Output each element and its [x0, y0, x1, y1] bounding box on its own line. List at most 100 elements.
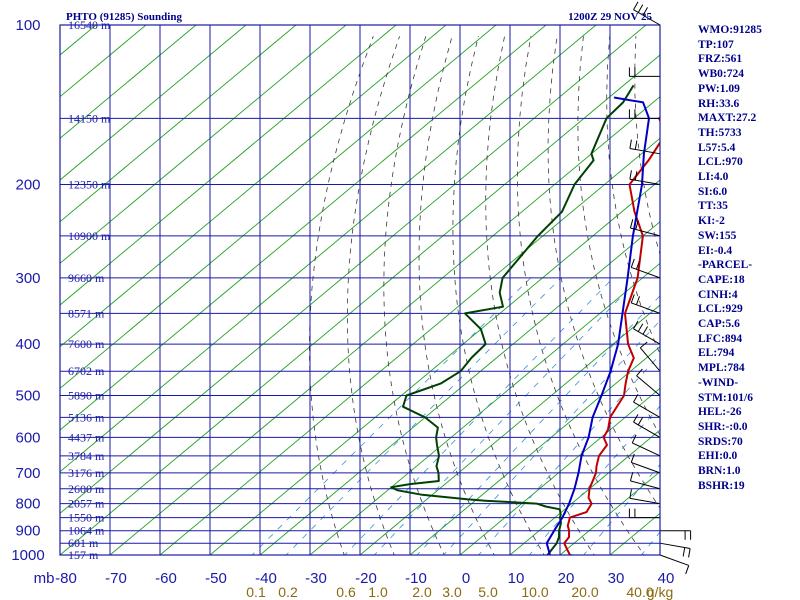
- dry-adiabat: [347, 36, 400, 555]
- index-item: FRZ:561: [698, 53, 743, 66]
- temperature-tick-label: 20: [558, 570, 575, 587]
- wind-barb: [631, 461, 661, 474]
- wind-barb: [633, 421, 661, 438]
- mixing-ratio-label: 5.0: [478, 584, 498, 600]
- temperature-tick-label: 10: [508, 570, 525, 587]
- station-title: PHTO (91285) Sounding: [66, 11, 182, 23]
- temperature-tick-label: 30: [608, 570, 625, 587]
- height-label: 5890 m: [68, 388, 105, 402]
- index-item: HEL:-26: [698, 406, 742, 419]
- wind-barb-flag: [631, 434, 637, 444]
- series-line-1: [390, 84, 635, 555]
- index-item: BRN:1.0: [698, 465, 741, 478]
- index-item: SI:6.0: [698, 185, 728, 198]
- isotherm-line: [60, 25, 447, 348]
- wind-barb-flag: [630, 258, 635, 268]
- chart-series: [390, 84, 660, 555]
- index-item: -PARCEL-: [698, 259, 753, 272]
- dry-adiabat: [485, 36, 595, 555]
- pressure-tick-label: 900: [15, 523, 40, 540]
- isotherm-line: [60, 25, 547, 431]
- wind-barb-flag: [682, 547, 686, 557]
- height-label: 12350 m: [68, 178, 111, 192]
- temperature-tick-label: -10: [405, 570, 427, 587]
- wind-barb-flag: [642, 7, 648, 16]
- pressure-tick-label: 800: [15, 496, 40, 513]
- height-label: 3784 m: [68, 449, 105, 463]
- series-line-2: [545, 96, 650, 555]
- dry-adiabat: [418, 36, 495, 555]
- index-item: MAXT:27.2: [698, 112, 757, 125]
- mixing-ratio-label: 2.0: [412, 584, 432, 600]
- pressure-tick-label: 700: [15, 465, 40, 482]
- index-item: WMO:91285: [698, 24, 762, 36]
- series-line-0: [563, 116, 660, 555]
- plot-frame: [59, 24, 661, 556]
- index-item: EL:794: [698, 347, 735, 360]
- index-item: KI:-2: [698, 215, 725, 228]
- isotherm-line: [60, 25, 497, 389]
- wind-barb: [639, 347, 661, 372]
- isotherm-line: [60, 25, 147, 98]
- height-label: 4437 m: [68, 430, 105, 444]
- mixing-ratio-line: [528, 405, 660, 555]
- wind-barb: [636, 375, 661, 396]
- pressure-tick-label: 100: [15, 17, 40, 34]
- height-label: 9660 m: [68, 271, 105, 285]
- isotherm-line: [60, 25, 247, 181]
- wind-barb: [633, 9, 661, 26]
- dry-adiabat: [547, 36, 660, 509]
- index-item: TT:35: [698, 200, 728, 213]
- isotherm-line: [60, 25, 197, 139]
- mixing-ratio-label: 3.0: [442, 584, 462, 600]
- x-axis-unit-label: mb: [34, 570, 55, 587]
- wind-barb-flag: [633, 394, 639, 403]
- index-item: LFC:894: [698, 332, 743, 345]
- index-item: -WIND-: [698, 376, 739, 389]
- mixing-ratio-label: 0.2: [278, 584, 298, 600]
- height-label: 1064 m: [68, 524, 105, 538]
- height-label: 7600 m: [68, 337, 105, 351]
- wind-barb: [630, 227, 661, 237]
- temperature-tick-label: -80: [55, 570, 77, 587]
- pressure-tick-label: 300: [15, 270, 40, 287]
- mixing-ratio-line: [344, 277, 614, 555]
- height-label: 16540 m: [68, 18, 111, 32]
- wind-barb-flag: [635, 296, 640, 305]
- wind-barb-flag: [633, 320, 639, 330]
- height-label: 10900 m: [68, 229, 111, 243]
- mixing-ratio-line: [373, 277, 640, 555]
- index-item: TH:5733: [698, 126, 742, 139]
- wind-barb-flag: [642, 326, 648, 335]
- height-label: 5136 m: [68, 410, 105, 424]
- wind-barb: [633, 328, 661, 345]
- wind-barb-flag: [634, 171, 638, 181]
- height-label: 601 m: [68, 536, 99, 550]
- height-label: 14150 m: [68, 111, 111, 125]
- index-item: PW:1.09: [698, 82, 740, 95]
- wind-barb-flag: [637, 4, 644, 13]
- isotherm-line: [60, 54, 660, 555]
- wind-barb: [629, 178, 661, 186]
- mixing-ratio-line: [285, 277, 562, 555]
- dry-adiabat: [516, 36, 645, 555]
- chart-grid: [60, 25, 660, 555]
- wind-barb-flag: [630, 453, 635, 463]
- height-label: 6702 m: [68, 364, 105, 378]
- height-label: 3176 m: [68, 466, 105, 480]
- index-item: CINH:4: [698, 288, 738, 301]
- height-label: 2057 m: [68, 497, 105, 511]
- wind-barb-flag: [636, 368, 643, 377]
- wind-barb-flag: [629, 170, 632, 180]
- wind-barb-flag: [634, 140, 638, 150]
- pressure-tick-label: 200: [15, 177, 40, 194]
- mixing-ratio-label: 40.0: [626, 584, 653, 600]
- wind-barb-flag: [637, 323, 644, 332]
- dry-adiabat: [383, 36, 445, 555]
- temperature-tick-label: -50: [205, 570, 227, 587]
- wind-barb-flag: [635, 220, 639, 230]
- mixing-ratio-line: [478, 354, 660, 555]
- height-label: 8571 m: [68, 306, 105, 320]
